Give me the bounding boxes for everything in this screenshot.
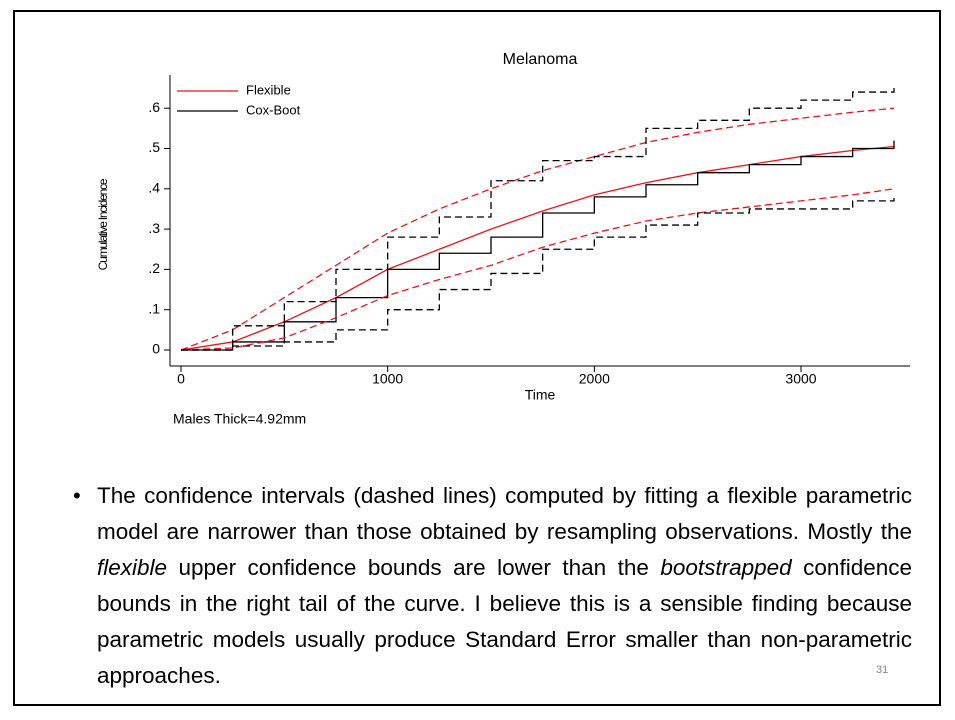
paragraph-text: flexible bbox=[97, 555, 168, 580]
y-tick-label: .4 bbox=[148, 180, 160, 196]
paragraph-text: confidence bounds in the right tail of t… bbox=[97, 555, 913, 688]
paragraph-text: bootstrapped bbox=[660, 555, 792, 580]
paragraph-text: The confidence intervals (dashed lines) … bbox=[97, 483, 912, 544]
x-tick-label: 1000 bbox=[372, 371, 403, 387]
series-line bbox=[180, 145, 895, 351]
paragraph: The confidence intervals (dashed lines) … bbox=[97, 478, 912, 694]
page-number: 31 bbox=[876, 664, 889, 676]
legend-label: Cox-Boot bbox=[246, 102, 301, 117]
legend-label: Flexible bbox=[246, 82, 291, 97]
y-tick-label: .2 bbox=[148, 260, 160, 276]
y-tick-label: .5 bbox=[148, 139, 160, 155]
y-tick-label: .1 bbox=[148, 300, 160, 316]
series-line bbox=[180, 107, 895, 351]
series-line bbox=[181, 84, 895, 351]
chart-title: Melanoma bbox=[503, 51, 578, 68]
x-tick-label: 0 bbox=[177, 371, 185, 387]
x-axis-label: Time bbox=[525, 387, 556, 403]
x-tick-label: 3000 bbox=[785, 371, 816, 387]
y-tick-label: .6 bbox=[148, 99, 160, 115]
series-line bbox=[181, 196, 895, 351]
series-line bbox=[180, 188, 895, 351]
x-tick-label: 2000 bbox=[579, 371, 610, 387]
annotation: Males Thick=4.92mm bbox=[173, 411, 306, 427]
y-axis-label: Cumulative Incidence bbox=[96, 178, 110, 270]
slide-frame bbox=[13, 10, 941, 706]
paragraph-text: upper confidence bounds are lower than t… bbox=[167, 555, 661, 580]
series-line bbox=[181, 140, 895, 351]
y-tick-label: .3 bbox=[148, 220, 160, 236]
bullet: • bbox=[73, 483, 81, 508]
y-tick-label: 0 bbox=[152, 341, 160, 357]
